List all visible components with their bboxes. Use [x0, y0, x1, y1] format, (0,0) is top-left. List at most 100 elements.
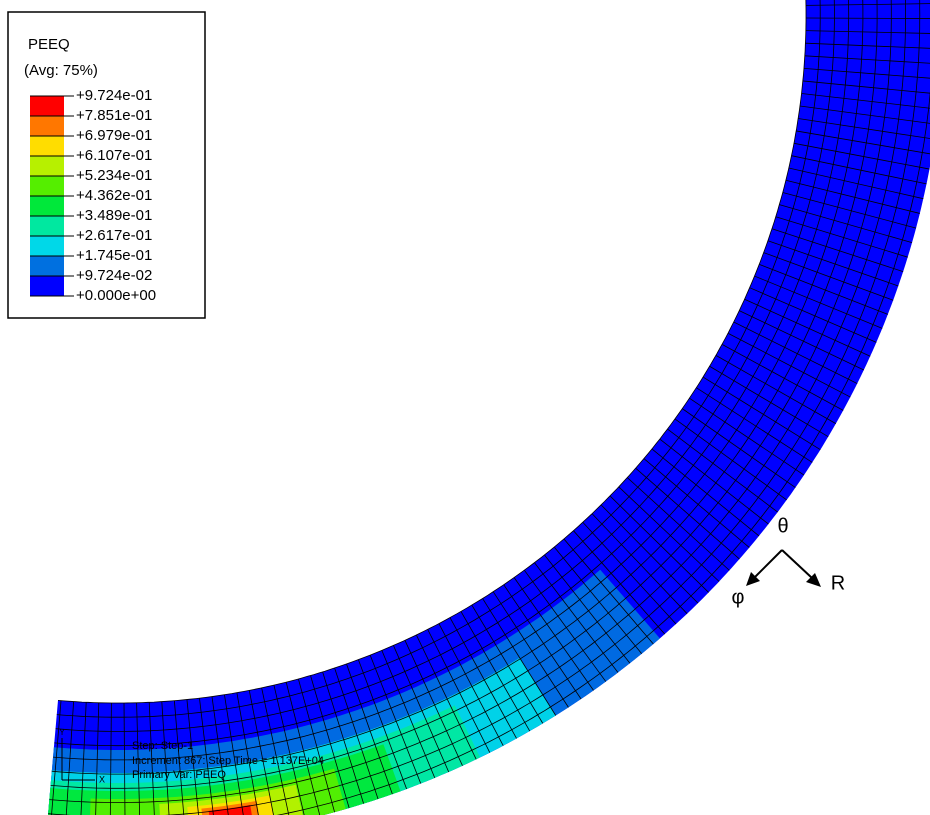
arrow-head	[746, 572, 760, 586]
triad-label: X	[99, 774, 105, 784]
mesh-spoke	[298, 678, 335, 813]
mesh-spoke	[438, 623, 504, 746]
direction-label: θ	[777, 515, 788, 537]
mesh-spoke	[322, 671, 365, 804]
mesh-ring	[57, 0, 807, 704]
mesh-spoke	[334, 667, 379, 800]
mesh-spoke	[503, 584, 582, 700]
mesh-spoke	[513, 577, 594, 691]
mesh-spoke	[534, 562, 619, 673]
mesh-spoke	[682, 408, 796, 488]
mesh-spoke	[804, 55, 930, 64]
mesh-ring	[55, 0, 835, 732]
legend-subtitle: (Avg: 75%)	[24, 62, 98, 79]
mesh-spoke	[236, 692, 259, 815]
mesh-spoke	[449, 617, 517, 739]
legend-label: +4.362e-01	[76, 187, 152, 204]
mesh-spoke	[211, 696, 229, 815]
status-line: Step: Step-1	[132, 740, 193, 752]
mesh-spoke	[393, 645, 450, 773]
legend-label: +0.000e+00	[76, 287, 156, 304]
mesh-spoke	[659, 438, 769, 525]
direction-label: R	[831, 572, 845, 594]
mesh-spoke	[801, 93, 930, 109]
mesh-spoke	[709, 365, 829, 438]
mesh-spoke	[161, 701, 170, 815]
mesh-spoke	[482, 598, 557, 716]
mesh-spoke	[793, 142, 930, 170]
mesh-spoke	[667, 428, 778, 513]
mesh-spoke	[744, 298, 871, 357]
mesh-spoke	[404, 640, 463, 766]
legend-swatch	[30, 96, 64, 116]
axis-triad	[61, 738, 95, 781]
legend-scale: +9.724e-01 +7.851e-01 +6.979e-01 +6.107e-01…	[30, 87, 156, 304]
mesh-spoke	[702, 376, 821, 450]
mesh-spoke	[771, 228, 904, 272]
legend-swatch	[30, 176, 64, 196]
mesh-spoke	[805, 30, 930, 34]
legend-title: PEEQ	[28, 36, 70, 53]
legend-swatch	[30, 196, 64, 216]
mesh-spoke	[471, 604, 544, 724]
mesh-spoke	[609, 495, 709, 593]
mesh-spoke	[358, 659, 407, 790]
mesh-spoke	[591, 513, 688, 614]
mesh-lines	[48, 0, 930, 815]
legend-swatch	[30, 136, 64, 156]
mesh-spoke	[727, 332, 851, 398]
mesh-ring	[49, 0, 907, 804]
mesh-spoke	[627, 477, 730, 571]
legend-label: +6.979e-01	[76, 127, 152, 144]
mesh-spoke	[796, 130, 930, 155]
mesh-spoke	[798, 118, 930, 139]
mesh-spoke	[600, 504, 699, 604]
mesh-spoke	[553, 546, 643, 654]
mesh-spoke	[785, 179, 920, 214]
mesh-spoke	[285, 682, 321, 815]
mesh-spoke	[805, 42, 930, 49]
legend-label: +6.107e-01	[76, 147, 152, 164]
mesh-spoke	[109, 702, 112, 815]
mesh-spoke	[805, 17, 930, 19]
mesh-spoke	[573, 530, 666, 635]
legend-label: +9.724e-01	[76, 87, 152, 104]
mesh-spoke	[95, 702, 100, 815]
direction-arrows	[746, 549, 821, 587]
mesh-spoke	[346, 663, 393, 795]
mesh-ring	[53, 0, 864, 761]
mesh-spoke	[427, 629, 491, 753]
mesh-spoke	[759, 263, 888, 315]
mesh-spoke	[749, 287, 877, 343]
mesh-spoke	[739, 310, 865, 371]
mesh-spoke	[721, 343, 844, 411]
mesh-spoke	[148, 702, 155, 815]
arrow-r	[781, 549, 813, 579]
mesh-spoke	[415, 634, 477, 760]
legend-label: +9.724e-02	[76, 267, 152, 284]
direction-label: φ	[732, 586, 745, 608]
legend-swatch	[30, 216, 64, 236]
mesh-spoke	[123, 702, 126, 815]
mesh-spoke	[173, 700, 185, 815]
mesh-spoke	[582, 521, 677, 625]
legend-swatch	[30, 236, 64, 256]
legend-swatch	[30, 156, 64, 176]
mesh-spoke	[186, 699, 199, 815]
mesh-spoke	[763, 252, 894, 301]
mesh-spoke	[544, 554, 631, 664]
mesh-spoke	[754, 275, 883, 329]
mesh-spoke	[715, 355, 837, 424]
mesh-ring	[51, 0, 878, 775]
mesh-spoke	[767, 240, 899, 287]
mesh-spoke	[492, 591, 569, 708]
mesh-spoke	[791, 155, 927, 185]
mesh-spoke	[803, 67, 930, 79]
mesh-spoke	[563, 538, 654, 645]
mesh-spoke	[460, 611, 531, 732]
mesh-spoke	[779, 204, 913, 244]
mesh-spoke	[799, 105, 930, 124]
mesh-spoke	[696, 387, 813, 463]
mesh-spoke	[261, 687, 290, 815]
